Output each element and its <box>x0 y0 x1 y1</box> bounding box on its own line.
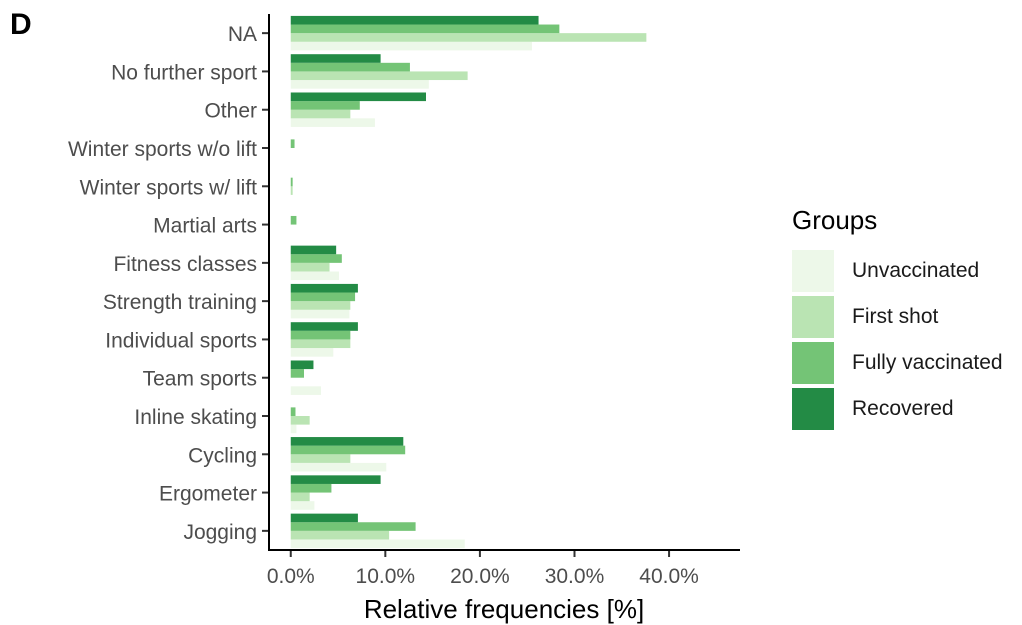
bar-unvaccinated-8 <box>290 348 334 357</box>
y-tick-label: No further sport <box>111 61 257 84</box>
x-tick-label: 0.0% <box>267 565 315 588</box>
legend-items: Unvaccinated First shot Fully vaccinated Re… <box>792 248 1003 432</box>
legend-swatch <box>792 388 834 430</box>
bar-fully-vaccinated-4 <box>290 177 293 187</box>
bar-first-shot-6 <box>290 262 330 272</box>
y-tick-label: Inline skating <box>134 406 257 429</box>
bar-first-shot-4 <box>290 186 293 195</box>
bar-recovered-8 <box>290 322 358 331</box>
bar-recovered-12 <box>290 475 381 484</box>
y-tick-label: NA <box>228 23 257 46</box>
legend-swatch <box>792 342 834 384</box>
bar-unvaccinated-13 <box>290 539 465 549</box>
bar-recovered-1 <box>290 54 381 63</box>
legend-item-fully-vaccinated: Fully vaccinated <box>792 340 1003 386</box>
panel-label: D <box>10 8 32 41</box>
bar-fully-vaccinated-1 <box>290 62 410 72</box>
bar-fully-vaccinated-7 <box>290 292 356 302</box>
bar-fully-vaccinated-11 <box>290 445 406 455</box>
x-tick-label: 10.0% <box>356 565 416 588</box>
bar-first-shot-8 <box>290 339 351 349</box>
legend-label: Fully vaccinated <box>852 351 1003 374</box>
bar-fully-vaccinated-12 <box>290 483 332 493</box>
bar-first-shot-13 <box>290 530 390 540</box>
x-tick-label: 40.0% <box>639 565 699 588</box>
bar-unvaccinated-0 <box>290 41 532 51</box>
bar-unvaccinated-12 <box>290 501 315 510</box>
bar-fully-vaccinated-6 <box>290 254 342 263</box>
legend-item-first-shot: First shot <box>792 294 1003 340</box>
y-tick-label: Martial arts <box>153 215 257 238</box>
bar-fully-vaccinated-3 <box>290 139 295 148</box>
y-tick-label: Winter sports w/o lift <box>68 138 257 161</box>
y-tick-label: Team sports <box>143 368 257 391</box>
y-axis-ticks: NA No further sport Other Winter sports w/o… <box>68 23 269 544</box>
x-axis-ticks: 0.0% 10.0% 20.0% 30.0% 40.0% <box>267 550 699 588</box>
bar-first-shot-11 <box>290 454 351 463</box>
bar-first-shot-0 <box>290 33 647 42</box>
y-tick-label: Jogging <box>183 521 257 544</box>
y-tick-label: Winter sports w/ lift <box>80 176 258 199</box>
legend-label: Unvaccinated <box>852 259 980 282</box>
bar-recovered-7 <box>290 283 358 293</box>
bar-first-shot-12 <box>290 492 310 502</box>
bar-fully-vaccinated-2 <box>290 101 360 110</box>
legend-title: Groups <box>792 205 878 235</box>
bar-first-shot-1 <box>290 71 468 81</box>
y-tick-label: Individual sports <box>105 329 257 352</box>
legend-item-unvaccinated: Unvaccinated <box>792 248 1003 294</box>
y-tick-label: Cycling <box>188 444 257 467</box>
bar-unvaccinated-1 <box>290 80 429 89</box>
x-tick-label: 20.0% <box>450 565 510 588</box>
legend-label: First shot <box>852 305 939 328</box>
y-tick-label: Strength training <box>103 291 257 314</box>
bar-unvaccinated-7 <box>290 309 350 319</box>
bar-first-shot-7 <box>290 301 351 310</box>
bar-first-shot-10 <box>290 416 310 425</box>
x-axis-label: Relative frequencies [%] <box>364 594 644 624</box>
legend-item-recovered: Recovered <box>792 386 1003 432</box>
legend: Groups Unvaccinated First shot Fully vacci… <box>792 205 1003 432</box>
legend-label: Recovered <box>852 397 954 420</box>
bar-unvaccinated-9 <box>290 386 322 395</box>
bar-recovered-2 <box>290 92 426 102</box>
bar-unvaccinated-10 <box>290 424 297 434</box>
bars-group <box>290 15 647 549</box>
bar-recovered-11 <box>290 437 404 446</box>
bar-unvaccinated-11 <box>290 462 387 472</box>
bar-fully-vaccinated-13 <box>290 522 416 531</box>
bar-unvaccinated-2 <box>290 118 375 127</box>
bar-recovered-0 <box>290 15 539 25</box>
y-tick-label: Ergometer <box>159 483 257 506</box>
bar-recovered-9 <box>290 360 314 370</box>
bar-first-shot-2 <box>290 109 351 119</box>
x-tick-label: 30.0% <box>545 565 605 588</box>
legend-swatch <box>792 296 834 338</box>
bar-fully-vaccinated-0 <box>290 24 560 34</box>
bar-recovered-13 <box>290 513 358 523</box>
bar-fully-vaccinated-9 <box>290 369 304 378</box>
bar-recovered-6 <box>290 245 337 255</box>
bar-fully-vaccinated-8 <box>290 330 351 340</box>
bar-fully-vaccinated-10 <box>290 407 296 416</box>
y-tick-label: Fitness classes <box>113 253 257 276</box>
bar-unvaccinated-6 <box>290 271 339 281</box>
legend-swatch <box>792 250 834 292</box>
y-tick-label: Other <box>204 100 257 123</box>
bar-fully-vaccinated-5 <box>290 215 297 225</box>
